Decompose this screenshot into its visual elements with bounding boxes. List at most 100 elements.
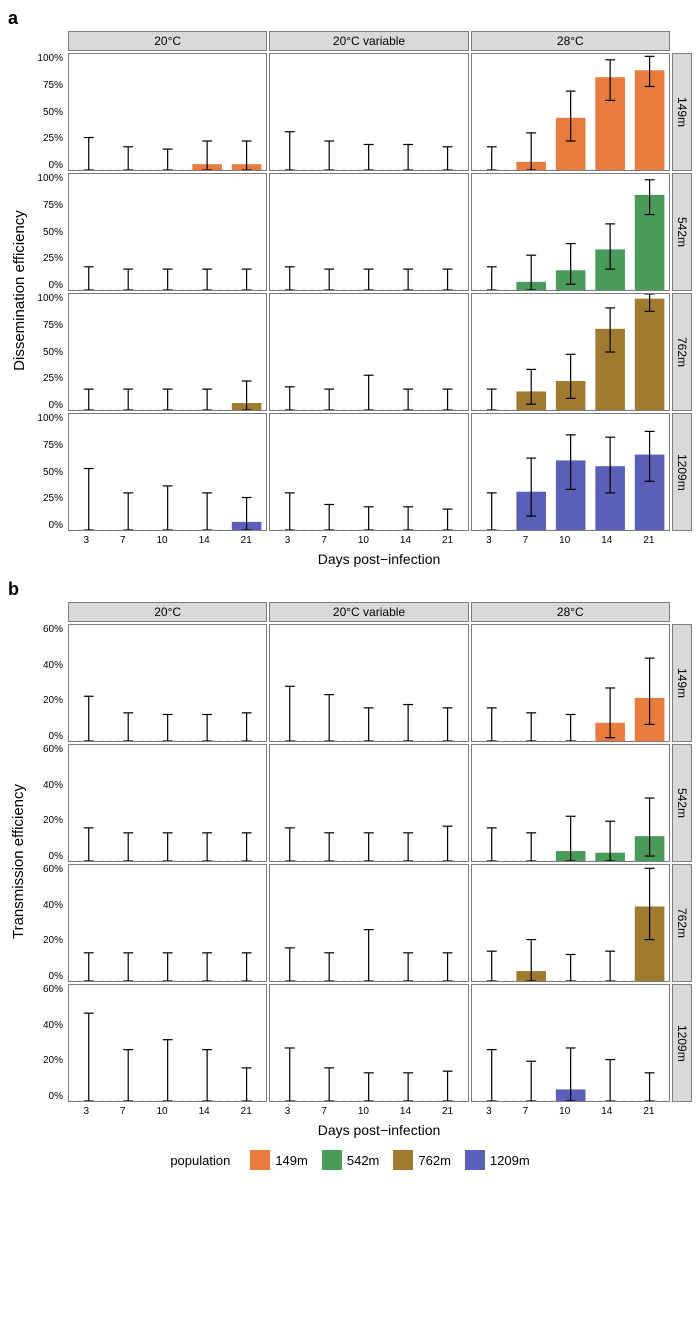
legend-swatch [250,1150,270,1170]
facet-panel [68,413,267,531]
legend-swatch [393,1150,413,1170]
panel-a-label: a [8,8,692,29]
xtick-row: 37101421 [471,533,670,549]
panel-a-xlabel: Days post−infection [66,551,692,567]
column-strip: 20°C variable [269,602,468,622]
panel-a: a Dissemination efficiency 20°C20°C vari… [8,8,692,567]
facet-panel [68,53,267,171]
row-strip: 762m [672,293,692,411]
ytick-label: 40% [43,900,63,911]
xtick-label: 14 [199,535,210,549]
row-strip: 149m [672,624,692,742]
xtick-label: 3 [486,535,492,549]
legend-swatch [322,1150,342,1170]
legend-item: 542m [322,1150,380,1170]
panel-b-ylabel: Transmission efficiency [11,783,28,938]
ytick-col: 60%40%20%0% [30,624,66,742]
xtick-label: 3 [285,535,291,549]
row-strip: 1209m [672,984,692,1102]
ytick-label: 50% [43,347,63,358]
legend-swatch [465,1150,485,1170]
legend-label: 542m [347,1153,380,1168]
ytick-label: 20% [43,935,63,946]
ytick-label: 60% [43,744,63,755]
ytick-label: 0% [49,520,63,531]
xtick-label: 14 [400,1106,411,1120]
facet-panel [68,744,267,862]
legend-label: 149m [275,1153,308,1168]
row-strip: 1209m [672,413,692,531]
ytick-label: 100% [37,53,63,64]
xtick-label: 21 [643,1106,654,1120]
xtick-row: 37101421 [269,1104,468,1120]
legend-title: population [170,1153,230,1168]
xtick-label: 10 [157,535,168,549]
xtick-row: 37101421 [68,1104,267,1120]
xtick-label: 10 [559,535,570,549]
legend: population 149m542m762m1209m [8,1150,692,1170]
xtick-label: 3 [83,1106,89,1120]
ytick-label: 60% [43,624,63,635]
ytick-label: 25% [43,373,63,384]
xtick-row: 37101421 [269,533,468,549]
ytick-label: 75% [43,320,63,331]
row-strip: 149m [672,53,692,171]
facet-panel [471,984,670,1102]
xtick-label: 14 [601,535,612,549]
ytick-label: 100% [37,293,63,304]
xtick-label: 7 [321,535,327,549]
ytick-label: 0% [49,971,63,982]
ytick-col: 100% 75% 50% 25% 0% [30,293,66,411]
xtick-label: 10 [559,1106,570,1120]
ytick-label: 50% [43,467,63,478]
legend-label: 762m [418,1153,451,1168]
facet-panel [68,984,267,1102]
ytick-label: 0% [49,1091,63,1102]
xtick-label: 7 [321,1106,327,1120]
facet-panel [471,173,670,291]
ytick-label: 0% [49,280,63,291]
xtick-label: 7 [120,535,126,549]
facet-panel [471,53,670,171]
legend-item: 149m [250,1150,308,1170]
row-strip: 762m [672,864,692,982]
ytick-col: 60%40%20%0% [30,744,66,862]
ytick-col: 60% 40% 20% 0% [30,984,66,1102]
ytick-label: 100% [37,173,63,184]
ytick-label: 75% [43,440,63,451]
ytick-label: 40% [43,780,63,791]
ytick-label: 20% [43,815,63,826]
facet-panel [269,984,468,1102]
facet-panel [471,413,670,531]
ytick-col: 100%75%50%25%0% [30,173,66,291]
facet-panel [471,624,670,742]
xtick-label: 21 [442,1106,453,1120]
ytick-label: 25% [43,493,63,504]
facet-panel [269,744,468,862]
legend-item: 762m [393,1150,451,1170]
xtick-label: 21 [241,1106,252,1120]
ytick-label: 40% [43,660,63,671]
facet-panel [269,624,468,742]
ytick-label: 40% [43,1020,63,1031]
ytick-label: 0% [49,400,63,411]
ytick-label: 75% [43,200,63,211]
facet-panel [269,864,468,982]
ytick-label: 20% [43,1055,63,1066]
ytick-label: 25% [43,253,63,264]
xtick-label: 7 [120,1106,126,1120]
ytick-label: 60% [43,984,63,995]
column-strip: 20°C [68,602,267,622]
ytick-label: 100% [37,413,63,424]
panel-b-ylabel-wrap: Transmission efficiency [8,602,30,1120]
panel-b-label: b [8,579,692,600]
row-strip: 542m [672,744,692,862]
ytick-col: 100% 75% 50% 25% 0% [30,413,66,531]
column-strip: 20°C variable [269,31,468,51]
xtick-label: 14 [601,1106,612,1120]
xtick-label: 21 [643,535,654,549]
xtick-label: 7 [523,1106,529,1120]
xtick-label: 3 [285,1106,291,1120]
facet-panel [269,293,468,411]
column-strip: 28°C [471,602,670,622]
